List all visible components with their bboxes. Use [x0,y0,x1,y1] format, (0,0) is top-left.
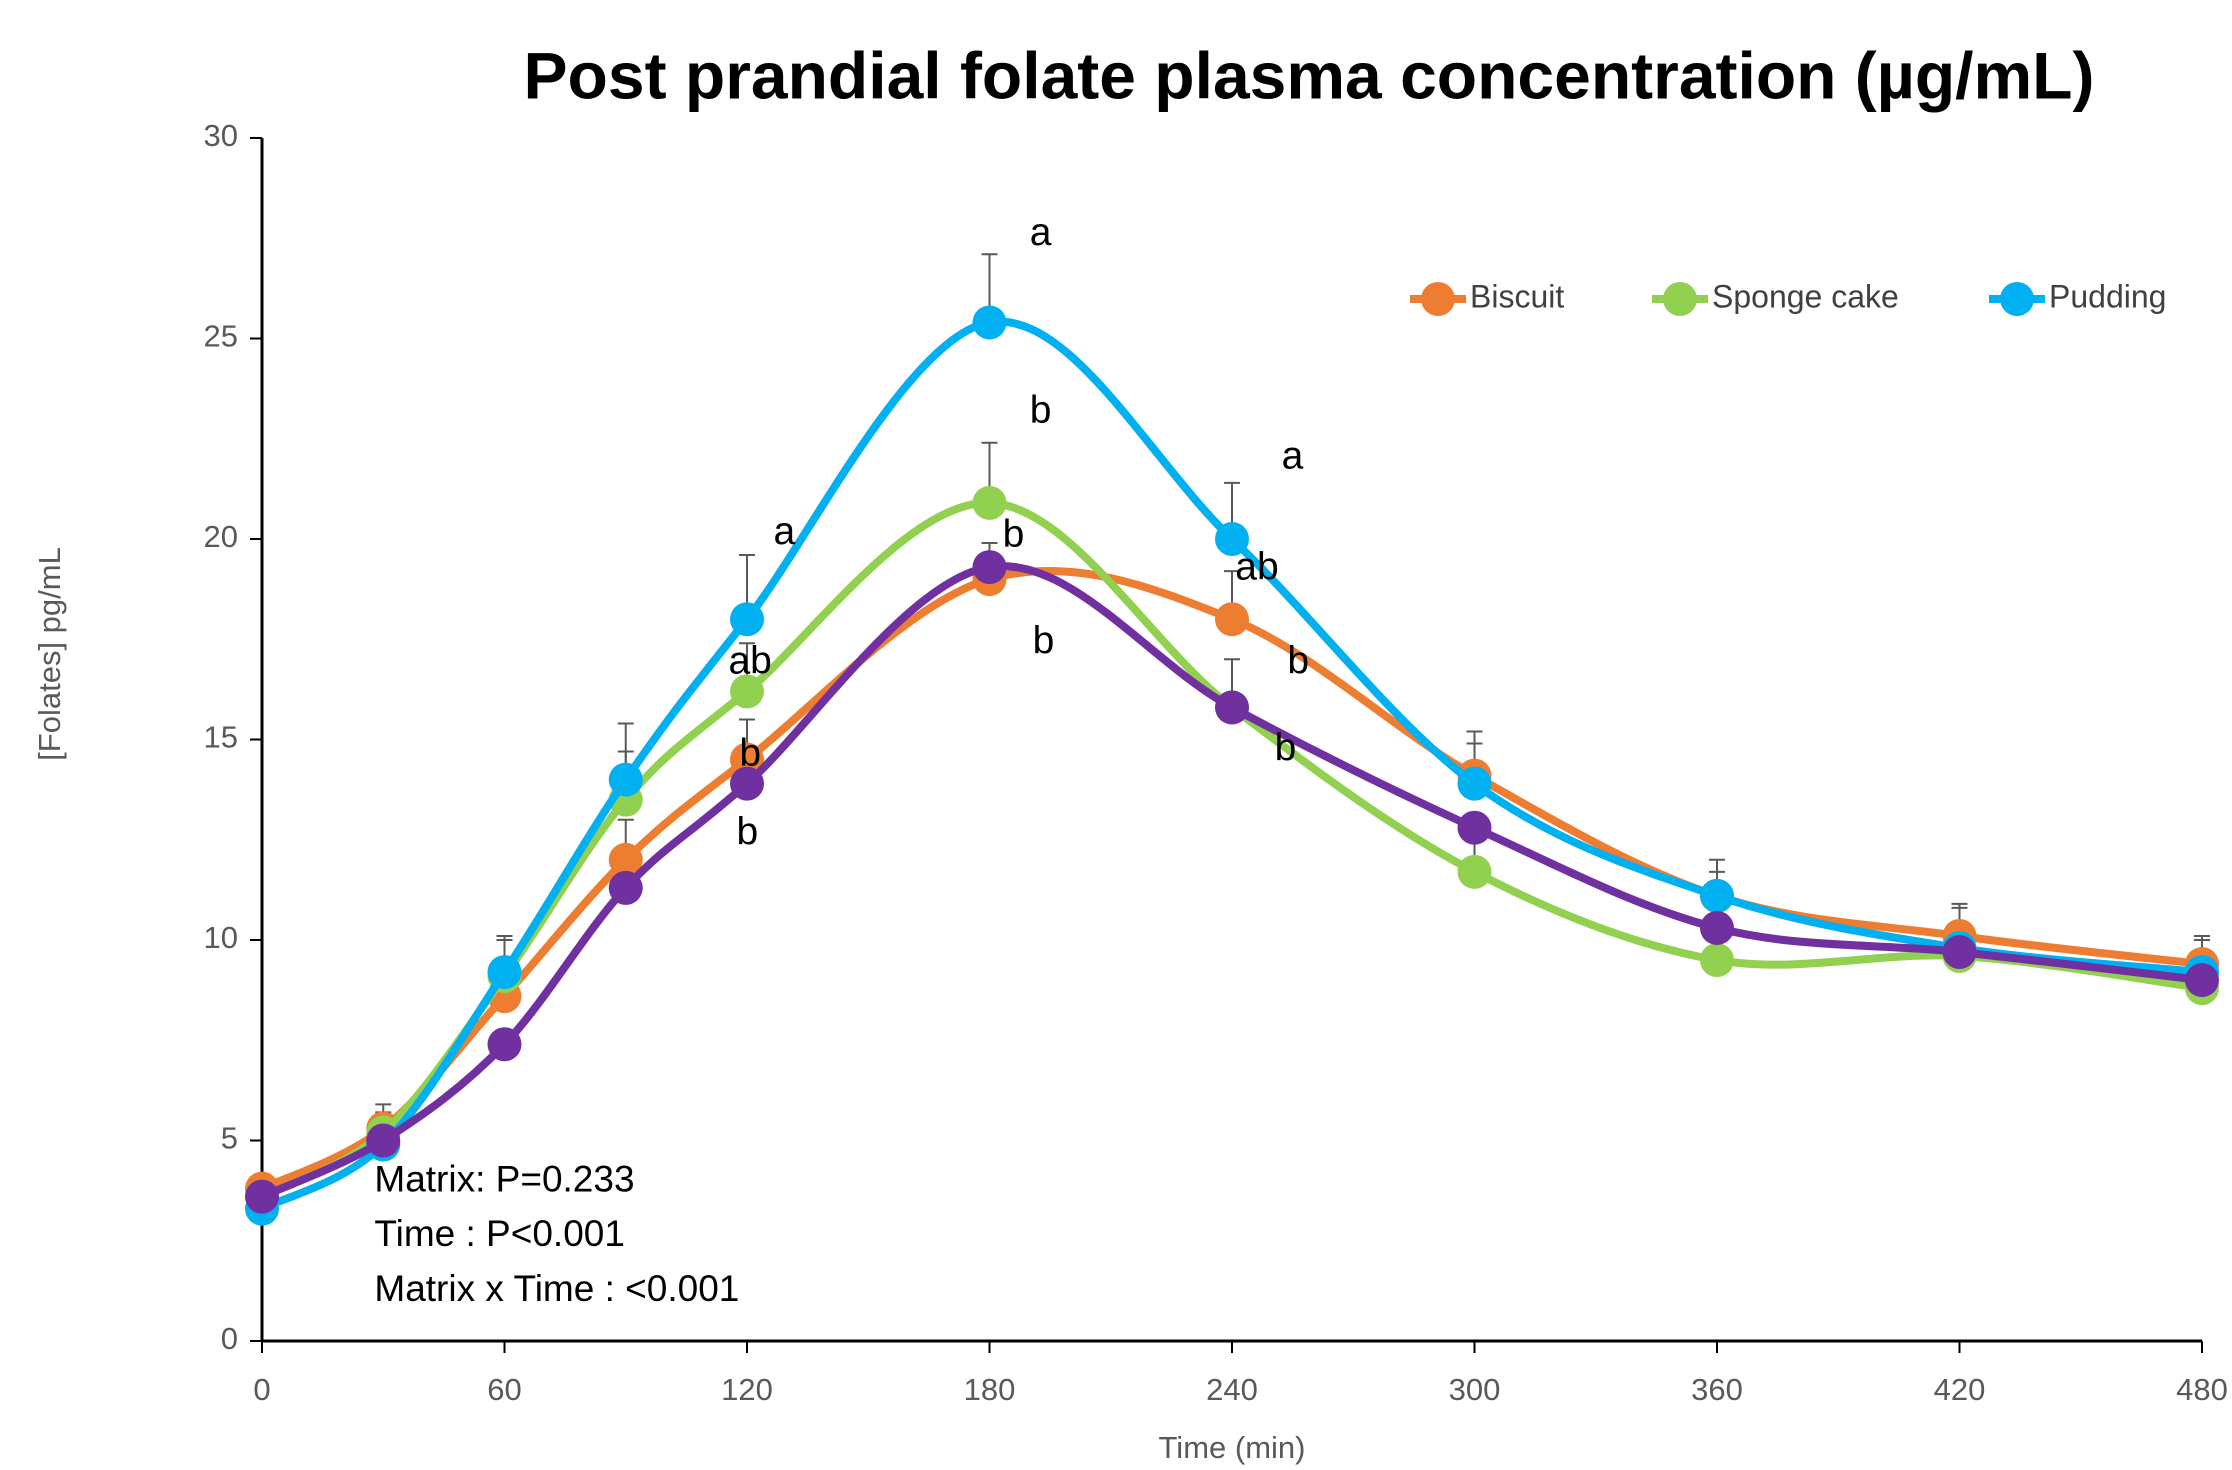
data-point [608,870,643,905]
data-point [730,742,764,777]
x-tick-label: 240 [1206,1372,1258,1407]
y-tick-label: 20 [204,519,238,554]
series-line [258,317,2206,1213]
data-point [1700,878,1734,913]
data-point [1457,854,1492,889]
y-axis-title: [Folates] pg/mL [32,547,67,761]
stats-text: Time : P<0.001 [374,1213,625,1254]
x-tick-label: 480 [2176,1372,2228,1407]
data-point [245,1179,279,1214]
annotation: ab [1235,546,1278,589]
legend-label: Biscuit [1470,278,1564,314]
data-point [608,762,643,797]
y-tick-label: 15 [204,720,238,755]
legend-label: Sponge cake [1712,278,1899,314]
x-tick-label: 60 [487,1372,521,1407]
legend-marker [1421,282,1455,316]
y-tick-label: 5 [221,1121,238,1156]
chart-title: Post prandial folate plasma concentratio… [524,38,2095,112]
data-point [1457,766,1492,801]
x-tick-label: 420 [1934,1372,1986,1407]
data-point [1215,690,1249,725]
data-point [2185,963,2219,998]
annotation: a [1030,211,1052,254]
legend-marker [1663,282,1697,316]
data-point [1215,602,1249,637]
data-point [1700,910,1734,945]
legend-marker [2000,282,2034,316]
x-tick-label: 0 [253,1372,270,1407]
stats-text: Matrix x Time : <0.001 [374,1268,739,1309]
annotation: b [1275,726,1297,769]
y-tick-label: 0 [221,1321,238,1356]
y-tick-label: 25 [204,319,238,354]
data-point [1457,810,1492,845]
data-point [972,485,1007,520]
annotation: b [1033,620,1055,663]
annotation: b [1287,640,1309,683]
annotation: b [1003,513,1025,556]
y-tick-label: 30 [204,118,238,153]
data-point [730,766,764,801]
data-point [1215,522,1249,556]
x-tick-label: 360 [1691,1372,1743,1407]
data-point [730,674,764,709]
y-tick-label: 10 [204,920,238,955]
annotation: a [773,510,795,553]
data-point [487,955,522,990]
data-point [1700,943,1734,978]
annotation: b [739,732,761,775]
x-tick-label: 300 [1449,1372,1501,1407]
data-point [608,842,643,877]
annotation: a [1282,435,1304,478]
data-point [972,305,1007,340]
annotation: b [736,810,758,853]
data-point [1942,935,1977,970]
x-axis-title: Time (min) [1159,1430,1306,1465]
legend-label: Pudding [2049,278,2166,314]
data-point [366,1123,401,1158]
x-tick-label: 180 [964,1372,1016,1407]
stats-text: Matrix: P=0.233 [374,1158,634,1199]
x-tick-label: 120 [721,1372,773,1407]
data-point [730,602,764,637]
annotation: ab [728,640,771,683]
annotation: b [1030,389,1052,432]
data-point [487,1027,522,1062]
data-point [972,550,1007,585]
